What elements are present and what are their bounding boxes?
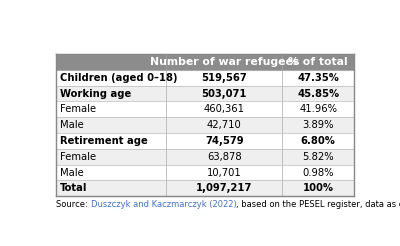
Text: % of total: % of total [288, 57, 348, 67]
Text: Working age: Working age [60, 89, 131, 99]
Text: Female: Female [60, 104, 96, 114]
Text: 63,878: 63,878 [207, 152, 242, 162]
Text: Total: Total [60, 183, 87, 193]
Text: Duszczyk and Kaczmarczyk (2022): Duszczyk and Kaczmarczyk (2022) [90, 200, 236, 210]
Text: 1,097,217: 1,097,217 [196, 183, 252, 193]
Text: 45.85%: 45.85% [297, 89, 339, 99]
FancyBboxPatch shape [56, 86, 354, 102]
FancyBboxPatch shape [56, 149, 354, 165]
FancyBboxPatch shape [56, 70, 354, 86]
FancyBboxPatch shape [56, 133, 354, 149]
Text: 3.89%: 3.89% [302, 120, 334, 130]
Text: Male: Male [60, 120, 84, 130]
Text: 10,701: 10,701 [207, 168, 242, 178]
Text: 0.98%: 0.98% [302, 168, 334, 178]
Text: 74,579: 74,579 [205, 136, 244, 146]
Text: 6.80%: 6.80% [301, 136, 336, 146]
Text: Retirement age: Retirement age [60, 136, 148, 146]
Text: Source:: Source: [56, 200, 90, 210]
Text: 42,710: 42,710 [207, 120, 242, 130]
Text: 519,567: 519,567 [202, 73, 247, 83]
FancyBboxPatch shape [56, 165, 354, 180]
FancyBboxPatch shape [56, 54, 354, 70]
Text: Female: Female [60, 152, 96, 162]
Text: 5.82%: 5.82% [302, 152, 334, 162]
Text: 100%: 100% [302, 183, 334, 193]
Text: , based on the PESEL register, data as of 15 May 2022.: , based on the PESEL register, data as o… [236, 200, 400, 210]
Text: 460,361: 460,361 [204, 104, 245, 114]
Text: 503,071: 503,071 [202, 89, 247, 99]
Text: Number of war refugees: Number of war refugees [150, 57, 299, 67]
FancyBboxPatch shape [56, 102, 354, 117]
Text: 47.35%: 47.35% [297, 73, 339, 83]
FancyBboxPatch shape [56, 117, 354, 133]
Text: Children (aged 0–18): Children (aged 0–18) [60, 73, 178, 83]
Text: 41.96%: 41.96% [299, 104, 337, 114]
Text: Male: Male [60, 168, 84, 178]
FancyBboxPatch shape [56, 180, 354, 196]
